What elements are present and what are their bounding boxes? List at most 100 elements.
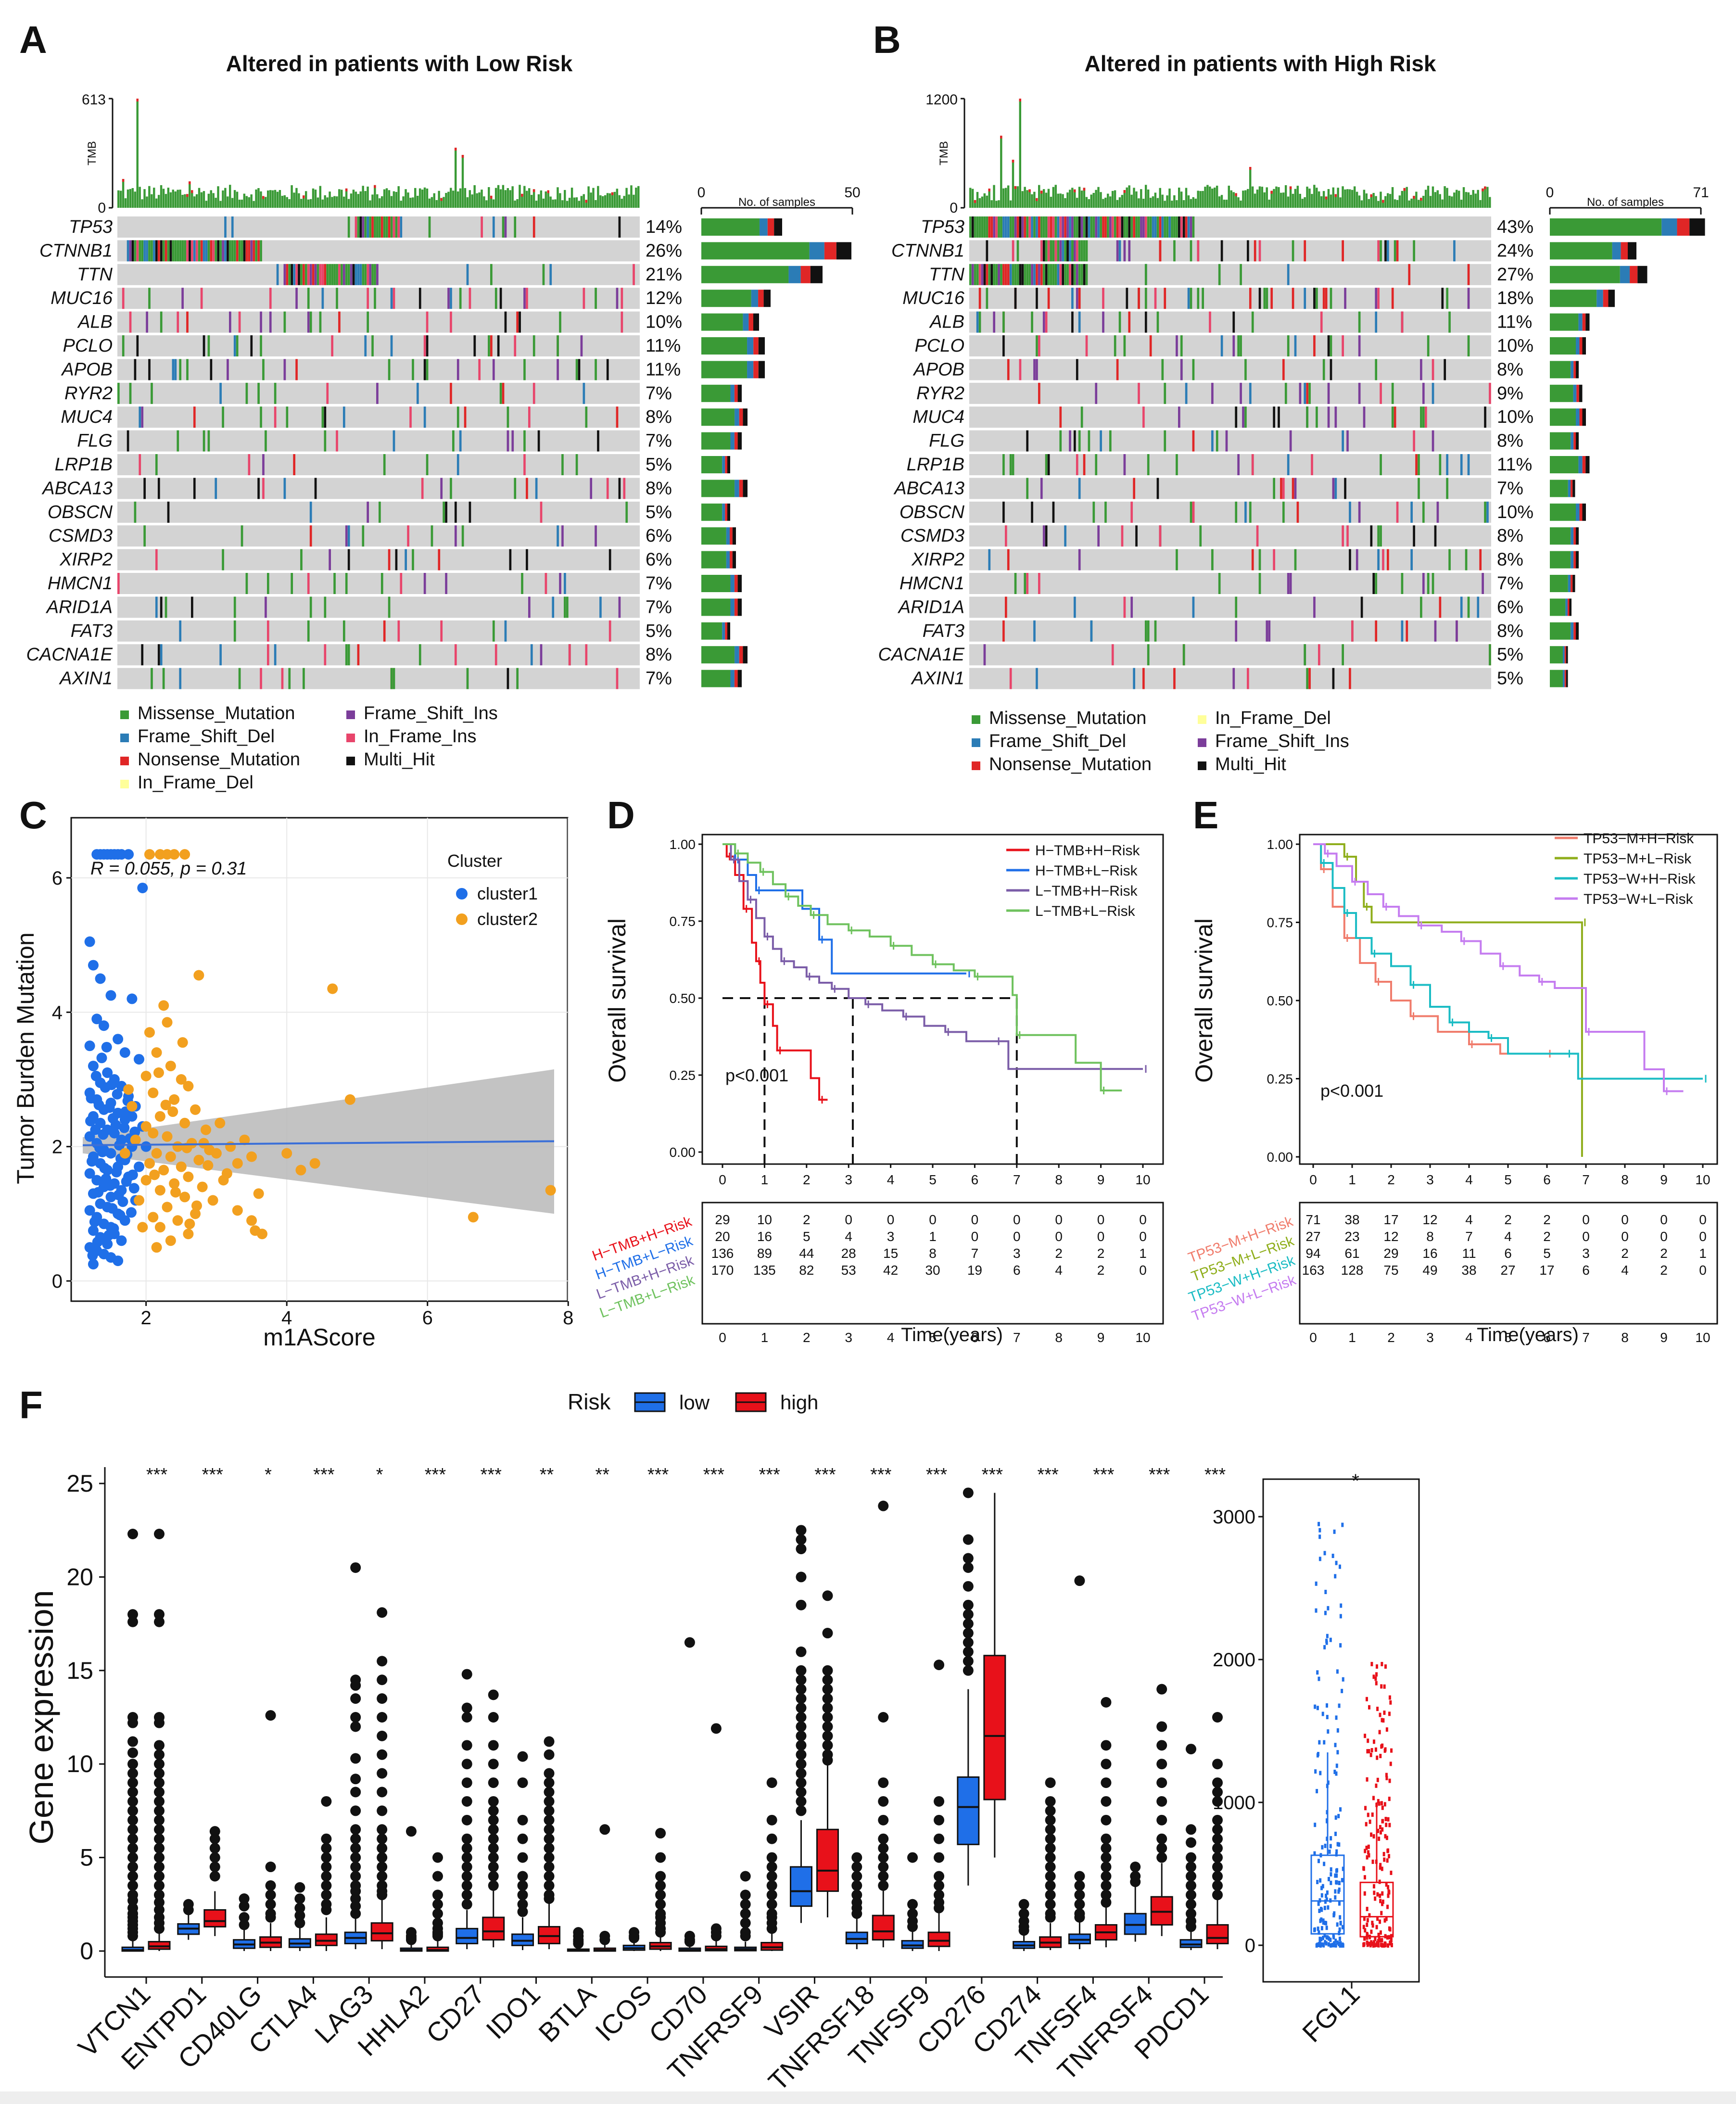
outlier-point: [1186, 1837, 1196, 1848]
mutation-cell: [1097, 525, 1100, 547]
mutation-cell: [557, 335, 559, 356]
mutation-cell: [1076, 288, 1078, 309]
outlier-point: [461, 1796, 472, 1807]
mutation-cell: [1334, 406, 1337, 428]
tmb-bar: [440, 198, 443, 208]
outlier-point: [963, 1609, 974, 1620]
tmb-bar: [630, 185, 633, 208]
mutation-cell: [388, 216, 391, 238]
tmb-bar: [227, 196, 229, 208]
fgl1-point: [1364, 1928, 1367, 1933]
cluster2-point: [211, 1148, 222, 1159]
gene-name: HMCN1: [48, 573, 113, 594]
tmb-bar: [341, 190, 343, 208]
sample-bar-missense: [1550, 456, 1579, 473]
mutation-cell: [969, 264, 972, 285]
tmb-bar: [222, 190, 224, 208]
tmb-bar: [464, 188, 467, 208]
cluster1-point: [85, 1115, 96, 1127]
mutation-cell: [1377, 525, 1380, 547]
tmb-bar: [179, 190, 181, 208]
mutation-cell: [1401, 311, 1404, 333]
sample-bar-nonsense: [1571, 575, 1573, 592]
tmb-bar: [521, 193, 523, 208]
mutation-cell: [450, 382, 452, 404]
fgl1-point: [1341, 1688, 1343, 1693]
cluster2-point: [119, 1148, 130, 1159]
mutation-cell: [1042, 264, 1045, 285]
tmb-bar: [317, 197, 319, 208]
tmb-bar: [376, 194, 379, 208]
mutation-cell: [1313, 335, 1316, 356]
tmb-bar: [1102, 199, 1104, 208]
mutation-cell: [1413, 430, 1415, 452]
mutation-cell: [347, 549, 350, 570]
tmb-bar: [1228, 185, 1230, 208]
outlier-point: [766, 1777, 777, 1788]
tmb-bar-top: [1014, 186, 1017, 189]
tmb-bar-top: [988, 189, 990, 191]
fgl1-point: [1381, 1661, 1383, 1666]
mutation-cell: [1420, 406, 1422, 428]
mutation-cell: [283, 478, 286, 499]
mutation-cell: [978, 288, 981, 309]
mutation-cell: [514, 335, 517, 356]
mutation-cell: [347, 525, 350, 547]
sample-bar-multihit: [1585, 456, 1590, 473]
gene-name: CSMD3: [49, 526, 113, 546]
mutation-cell: [1016, 240, 1019, 262]
tmb-bar: [592, 188, 595, 208]
mutation-cell: [983, 264, 986, 285]
tmb-bar: [224, 188, 227, 208]
mutation-cell: [245, 573, 248, 594]
x-axis-title: m1AScore: [263, 1324, 375, 1351]
mutation-cell: [1142, 668, 1145, 689]
tmb-bar: [1242, 190, 1244, 208]
outlier-point: [851, 1862, 862, 1873]
outlier-point: [127, 1736, 138, 1747]
fgl1-point: [1328, 1936, 1331, 1941]
outlier-point: [461, 1777, 472, 1788]
mutation-cell: [1140, 216, 1142, 238]
mutation-cell: [1197, 240, 1200, 262]
outlier-point: [1045, 1880, 1056, 1891]
tmb-bar: [583, 194, 585, 208]
sample-bar-nonsense: [734, 598, 738, 616]
fgl1-point: [1362, 1866, 1365, 1871]
risk-count: 10: [757, 1212, 772, 1227]
outlier-point: [878, 1880, 889, 1891]
risk-count: 5: [1543, 1246, 1551, 1261]
mutation-cell: [1078, 549, 1081, 570]
mutation-cell: [1263, 288, 1266, 309]
tmb-bar: [407, 192, 409, 208]
mutation-cell: [1287, 454, 1290, 475]
tmb-bar: [1268, 199, 1270, 208]
y-axis-title: Overall survival: [1191, 918, 1217, 1083]
outlier-point: [766, 1923, 777, 1934]
mutation-cell: [1042, 240, 1045, 262]
mutation-cell: [1294, 549, 1297, 570]
legend-swatch: [972, 715, 980, 724]
cluster2-point: [177, 1037, 188, 1048]
cluster1-point: [93, 1100, 104, 1111]
mutation-cell: [241, 525, 243, 547]
outlier-point: [796, 1787, 807, 1798]
cluster2-point: [151, 1242, 162, 1253]
outlier-point: [822, 1740, 833, 1751]
gene-name: PCLO: [63, 336, 113, 356]
mutation-cell: [359, 264, 362, 285]
mutation-cell: [1287, 264, 1290, 285]
gene-name: TTN: [929, 265, 964, 285]
sample-bar-multihit: [1582, 503, 1586, 521]
fgl1-point: [1375, 1942, 1378, 1947]
legend-swatch: [346, 757, 355, 765]
tmb-bar: [1014, 186, 1017, 208]
sample-bar-fsdel: [1597, 290, 1603, 307]
sample-bar-nonsense: [739, 646, 743, 664]
correlation-text: R = 0.055, p = 0.31: [90, 859, 247, 879]
fgl1-point: [1335, 1880, 1338, 1885]
tmb-bar: [514, 200, 516, 208]
outlier-point: [1212, 1889, 1223, 1901]
table-x-tick: 6: [1543, 1330, 1551, 1345]
